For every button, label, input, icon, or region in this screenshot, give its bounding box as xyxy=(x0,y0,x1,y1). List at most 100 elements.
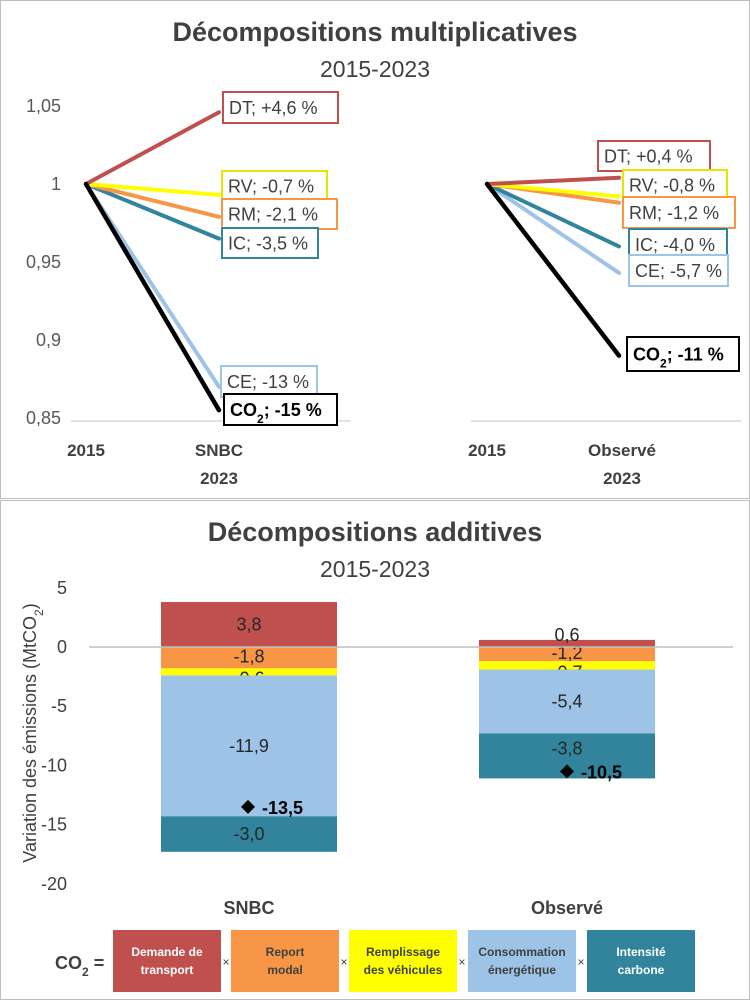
bar-segment-remplissage-des-véhicules xyxy=(161,668,337,676)
bar-segment-demande-de-transport xyxy=(161,602,337,647)
data-label-co2: CO2; -15 % xyxy=(230,400,322,426)
y-tick-label: 1 xyxy=(51,174,61,194)
data-label-rm: RM; -2,1 % xyxy=(228,205,318,225)
legend-label: Intensité xyxy=(616,945,666,959)
series-group-snbc: DT; +4,6 % RV; -0,7 % RM; -2,1 % IC; -3,5 %… xyxy=(83,91,339,426)
data-label-box-dt xyxy=(222,91,339,124)
bar-segment-demande-de-transport xyxy=(479,639,655,647)
total-marker xyxy=(560,764,574,779)
data-label-box-rv xyxy=(221,170,328,202)
bar-value-label: -11,9 xyxy=(229,736,269,756)
x-label-obs-year: 2023 xyxy=(603,469,641,488)
series-line-rm xyxy=(84,182,221,219)
y-tick-label: 0 xyxy=(57,637,67,657)
series-line-co2 xyxy=(484,181,622,358)
bar-value-label: -1,8 xyxy=(233,647,264,667)
x-label-obs-end: Observé xyxy=(588,441,656,460)
data-label-box-ce xyxy=(220,365,318,398)
series-line-ic xyxy=(84,182,221,241)
data-label-box-rm xyxy=(221,198,338,230)
legend-label: énergétique xyxy=(488,963,556,977)
data-label-rv: RV; -0,7 % xyxy=(228,177,314,197)
additive-chart: Décompositions additives 2015-2023 Varia… xyxy=(20,517,733,992)
data-label-box-ce xyxy=(628,254,729,287)
data-label-box-rv xyxy=(622,169,728,201)
additive-panel: Décompositions additives 2015-2023 Varia… xyxy=(0,500,750,1000)
times-sign: × xyxy=(577,955,584,969)
legend-label: Consommation xyxy=(478,945,565,959)
data-label-ic: IC; -4,0 % xyxy=(635,235,715,255)
series-line-dt xyxy=(485,175,621,186)
x-label-snbc-year: 2023 xyxy=(200,469,238,488)
data-label-box-dt xyxy=(597,140,711,172)
legend-box xyxy=(349,930,457,992)
times-sign: × xyxy=(340,955,347,969)
formula-prefix: CO2 = xyxy=(55,953,104,979)
series-line-rv xyxy=(84,182,221,197)
x-label-snbc-end: SNBC xyxy=(195,441,243,460)
data-label-ce: CE; -5,7 % xyxy=(635,261,722,281)
series-group-observé: DT; +0,4 % RV; -0,8 % RM; -1,2 % IC; -4,0 %… xyxy=(484,140,740,372)
x-label-obs-start: 2015 xyxy=(468,441,506,460)
bar-segment-consommation-énergétique xyxy=(161,675,337,817)
y-tick-label: 1,05 xyxy=(26,96,61,116)
bar-value-label: 3,8 xyxy=(236,615,261,635)
chart-subtitle: 2015-2023 xyxy=(320,56,430,82)
multiplicative-panel: Décompositions multiplicatives 2015-2023… xyxy=(0,0,750,499)
y-tick-label: -5 xyxy=(51,696,67,716)
x-category-label: SNBC xyxy=(223,898,274,918)
legend-label: des véhicules xyxy=(364,963,443,977)
series-line-rv xyxy=(485,182,621,199)
y-tick-label: 0,85 xyxy=(26,408,61,428)
y-tick-label: -10 xyxy=(41,755,67,775)
series-line-co2 xyxy=(83,181,222,413)
times-sign: × xyxy=(458,955,465,969)
legend-box xyxy=(113,930,221,992)
data-label-box-co2 xyxy=(626,336,740,372)
data-label-rv: RV; -0,8 % xyxy=(629,176,715,196)
legend-label: Demande de xyxy=(131,945,203,959)
legend-box xyxy=(468,930,576,992)
multiplicative-chart: Décompositions multiplicatives 2015-2023… xyxy=(26,17,741,488)
legend-label: Report xyxy=(266,945,305,959)
bar-segment-consommation-énergétique xyxy=(479,669,655,734)
total-marker xyxy=(241,799,255,814)
data-label-ce: CE; -13 % xyxy=(227,372,309,392)
series-line-ce xyxy=(485,182,621,275)
y-tick-label: -15 xyxy=(41,815,67,835)
bar-segment-report-modal xyxy=(479,647,655,662)
data-label-box-ic xyxy=(221,227,319,259)
data-label-box-rm xyxy=(622,196,736,229)
legend-box xyxy=(587,930,695,992)
y-tick-label: 0,95 xyxy=(26,252,61,272)
data-label-rm: RM; -1,2 % xyxy=(629,203,719,223)
data-label-dt: DT; +0,4 % xyxy=(604,147,693,167)
bar-segment-intensité-carbone xyxy=(161,816,337,852)
x-label-snbc-start: 2015 xyxy=(67,441,105,460)
series-line-dt xyxy=(84,110,221,186)
y-axis-label: Variation des émissions (MtCO2) xyxy=(20,603,46,862)
bar-segment-remplissage-des-véhicules xyxy=(479,661,655,670)
formula-legend: CO2 = Demande de transport × Report modal × Rem… xyxy=(55,930,695,992)
y-tick-label: -20 xyxy=(41,874,67,894)
legend-label: Remplissage xyxy=(366,945,440,959)
legend-label: modal xyxy=(267,963,302,977)
series-line-ic xyxy=(485,182,621,249)
total-label: -10,5 xyxy=(581,762,622,782)
bar-stack-snbc: 3,8-1,8-0,6-11,9-3,0-13,5 xyxy=(161,602,337,852)
data-label-dt: DT; +4,6 % xyxy=(229,98,318,118)
bar-segment-report-modal xyxy=(161,647,337,669)
bar-value-label: -3,0 xyxy=(233,824,264,844)
data-label-co2: CO2; -11 % xyxy=(633,345,724,371)
bar-value-label: -5,4 xyxy=(551,691,582,711)
legend-box xyxy=(231,930,339,992)
chart-subtitle: 2015-2023 xyxy=(320,556,430,582)
legend-label: carbone xyxy=(618,963,665,977)
y-tick-label: 0,9 xyxy=(36,330,61,350)
bar-value-label: 0,6 xyxy=(554,625,579,645)
bar-stack-observe: 0,6-1,2-0,7-5,4-3,8-10,5 xyxy=(479,625,655,782)
data-label-ic: IC; -3,5 % xyxy=(228,234,308,254)
bar-value-label: -1,2 xyxy=(551,643,582,663)
y-tick-label: 5 xyxy=(57,578,67,598)
bar-value-label: -3,8 xyxy=(551,738,582,758)
